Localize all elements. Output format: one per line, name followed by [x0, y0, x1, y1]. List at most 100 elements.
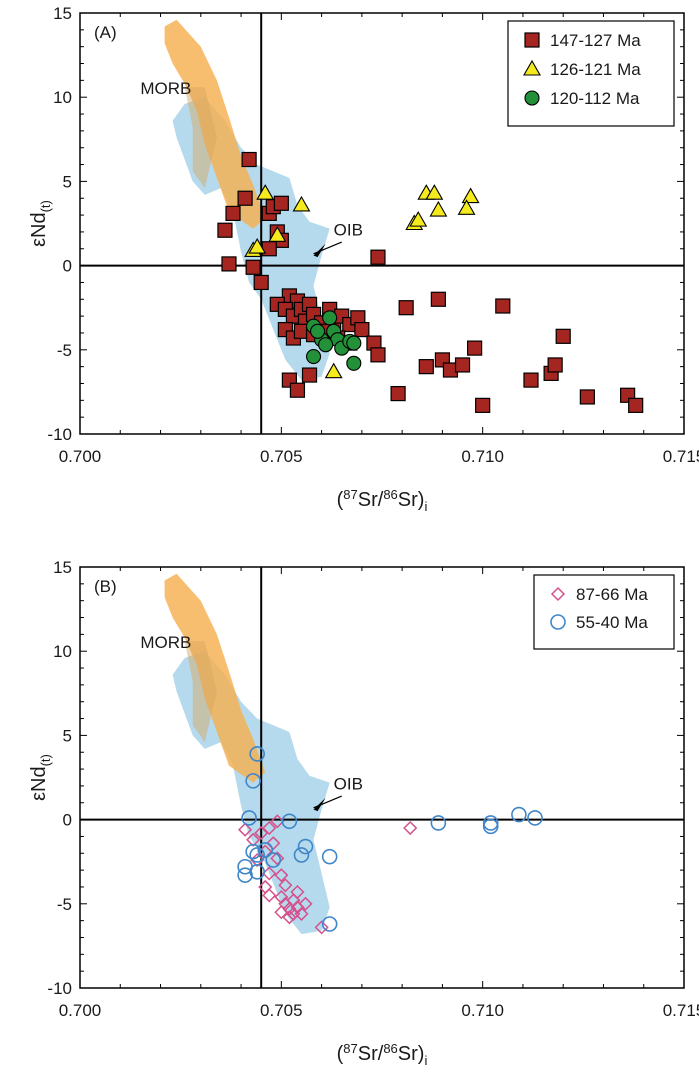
data-point — [324, 362, 343, 379]
data-point — [322, 310, 338, 326]
y-axis-title-main: εNd — [28, 766, 50, 800]
data-point — [221, 256, 237, 272]
data-point — [249, 847, 265, 863]
data-point — [249, 746, 265, 762]
legend-marker — [550, 586, 566, 602]
data-point — [262, 820, 277, 836]
legend-marker — [524, 90, 540, 106]
data-point — [527, 810, 543, 826]
legend-label: 55-40 Ma — [576, 613, 648, 632]
data-point — [245, 259, 261, 275]
data-point — [523, 372, 539, 388]
data-point — [262, 888, 277, 903]
data-point — [301, 367, 318, 383]
data-point — [241, 151, 257, 168]
data-point — [289, 382, 306, 398]
data-point — [294, 906, 309, 921]
data-point — [278, 878, 293, 893]
x-tick-label: 0.705 — [260, 1001, 303, 1020]
y-tick-label: 0 — [63, 257, 72, 276]
data-point — [354, 321, 370, 338]
y-tick-label: -10 — [47, 979, 72, 998]
x-axis-title-part: Sr) — [398, 489, 425, 511]
data-point — [265, 852, 282, 868]
x-tick-label: 0.715 — [663, 1001, 699, 1020]
data-point — [297, 838, 314, 855]
data-point — [282, 910, 297, 925]
data-point — [286, 893, 301, 908]
data-point — [274, 868, 289, 883]
data-point — [403, 820, 418, 836]
data-point — [321, 916, 338, 932]
data-point — [430, 291, 446, 307]
data-point — [457, 199, 476, 215]
data-point — [418, 359, 434, 375]
data-point — [482, 815, 499, 831]
data-point — [310, 323, 326, 339]
morb-oib-overlap — [184, 641, 217, 743]
data-point — [245, 843, 261, 860]
y-axis-title: εNd(t) — [28, 200, 53, 247]
y-tick-label: 5 — [63, 726, 72, 745]
data-point — [274, 905, 289, 920]
data-point — [245, 773, 261, 789]
legend-label: 147-127 Ma — [550, 31, 641, 50]
y-tick-label: -5 — [57, 895, 72, 914]
y-tick-label: -5 — [57, 341, 72, 360]
data-point — [511, 806, 527, 823]
panel-label: (A) — [94, 23, 117, 42]
data-point — [257, 842, 274, 858]
x-axis-title-part: Sr/ — [358, 1043, 384, 1065]
data-point — [261, 241, 277, 257]
y-axis-title-main: εNd — [28, 212, 50, 246]
data-point — [467, 340, 483, 356]
y-tick-label: 15 — [53, 4, 72, 23]
plot-frame — [79, 12, 685, 435]
legend-label: 87-66 Ma — [576, 585, 648, 604]
x-axis-title-sub: i — [424, 499, 427, 514]
data-point — [461, 187, 480, 204]
oib-field — [172, 651, 330, 935]
data-point — [555, 328, 571, 344]
data-point — [628, 397, 644, 413]
series-circle — [305, 310, 362, 371]
y-axis-title-sub: (t) — [38, 200, 53, 212]
morb-label: MORB — [140, 79, 191, 98]
panel-a: 0.700 0.705 0.710 0.715 15 10 5 0 -5 -10 (A) MORB OI… — [28, 4, 699, 514]
y-axis-title: εNd(t) — [28, 754, 53, 801]
data-point — [454, 357, 471, 373]
data-point — [482, 818, 499, 835]
morb-field — [164, 19, 266, 229]
data-point — [281, 813, 298, 830]
data-point — [346, 355, 362, 371]
plot-frame — [79, 566, 685, 989]
x-tick-label: 0.700 — [59, 1001, 102, 1020]
data-point — [429, 200, 448, 217]
data-point — [547, 357, 563, 373]
y-tick-label: 15 — [53, 558, 72, 577]
data-point — [298, 896, 313, 911]
data-point — [409, 211, 428, 227]
x-axis-title-sup: 86 — [383, 1041, 397, 1056]
data-point — [270, 851, 285, 866]
data-point — [318, 337, 334, 353]
data-point — [273, 195, 289, 211]
data-point — [249, 864, 265, 880]
data-point — [398, 300, 414, 316]
oib-label: OIB — [334, 220, 363, 239]
x-axis-title-part: Sr) — [398, 1043, 425, 1065]
x-tick-label: 0.710 — [461, 1001, 504, 1020]
legend-marker — [523, 59, 541, 76]
x-axis-title-sup: 86 — [383, 487, 397, 502]
data-point — [241, 810, 257, 826]
legend-label: 126-121 Ma — [550, 60, 641, 79]
data-point — [292, 195, 311, 212]
oib-arrow-head — [313, 243, 326, 258]
series-triangle — [244, 184, 480, 379]
data-point — [579, 389, 595, 405]
x-tick-label: 0.705 — [260, 447, 303, 466]
panel-b: 0.700 0.705 0.710 0.715 15 10 5 0 -5 -10 (B) MORB OI… — [28, 558, 699, 1068]
x-axis-title: (87Sr/86Sr)i — [337, 487, 428, 514]
data-point — [253, 274, 269, 291]
data-point — [248, 237, 267, 254]
